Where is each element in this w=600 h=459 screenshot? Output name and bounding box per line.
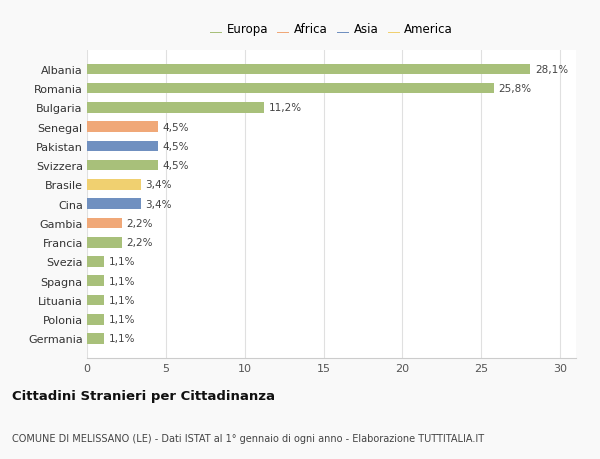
Bar (87, 295, 104, 306)
Text: 2,2%: 2,2% (127, 218, 153, 229)
Bar (87, 334, 104, 344)
Text: COMUNE DI MELISSANO (LE) - Dati ISTAT al 1° gennaio di ogni anno - Elaborazione : COMUNE DI MELISSANO (LE) - Dati ISTAT al… (12, 433, 484, 442)
Bar (87, 103, 263, 113)
Bar (87, 141, 158, 152)
Bar (87, 180, 140, 190)
Text: 2,2%: 2,2% (127, 238, 153, 248)
Bar (87, 161, 158, 171)
Text: 4,5%: 4,5% (163, 161, 189, 171)
Text: 1,1%: 1,1% (109, 295, 136, 305)
Legend: Europa, Africa, Asia, America: Europa, Africa, Asia, America (206, 19, 457, 39)
Text: 1,1%: 1,1% (109, 314, 136, 325)
Bar (87, 84, 494, 94)
Text: 4,5%: 4,5% (163, 123, 189, 132)
Bar (87, 237, 122, 248)
Text: 28,1%: 28,1% (535, 65, 568, 75)
Bar (87, 314, 104, 325)
Bar (87, 122, 158, 133)
Text: 1,1%: 1,1% (109, 276, 136, 286)
Text: 4,5%: 4,5% (163, 142, 189, 151)
Text: 1,1%: 1,1% (109, 334, 136, 344)
Text: 11,2%: 11,2% (268, 103, 302, 113)
Text: 25,8%: 25,8% (499, 84, 532, 94)
Text: 3,4%: 3,4% (145, 199, 172, 209)
Text: 3,4%: 3,4% (145, 180, 172, 190)
Bar (87, 64, 530, 75)
Bar (87, 199, 140, 210)
Bar (87, 218, 122, 229)
Text: Cittadini Stranieri per Cittadinanza: Cittadini Stranieri per Cittadinanza (12, 389, 275, 403)
Bar (87, 276, 104, 286)
Text: 1,1%: 1,1% (109, 257, 136, 267)
Bar (87, 257, 104, 267)
